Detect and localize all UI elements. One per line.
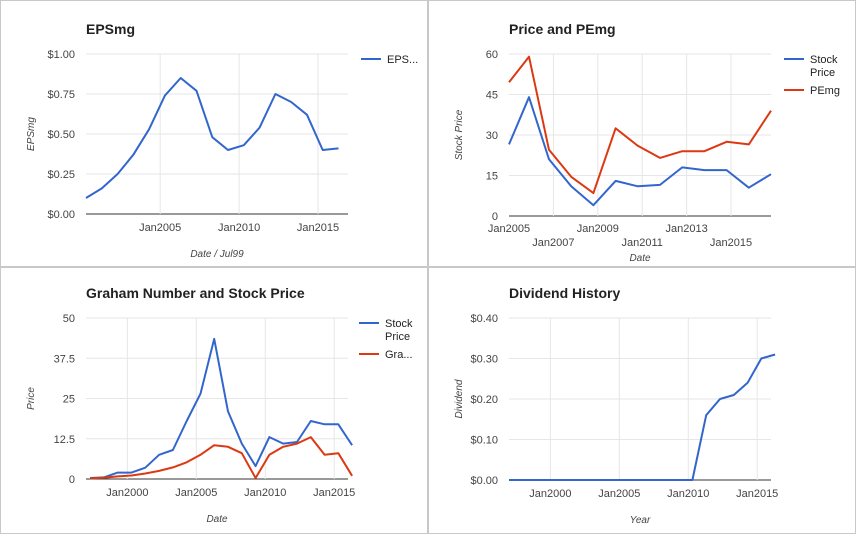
y-tick-label: $0.30: [470, 354, 498, 366]
x-tick-label: Jan2015: [710, 237, 752, 249]
chart-svg: Price and PEmg604530150Jan2005Jan2007Jan…: [454, 21, 840, 264]
chart-panel-price-pemg: Price and PEmg 60 45 30 15 0 Jan2005 Jan2007 Jan…: [428, 0, 856, 267]
series-line-secondary: [508, 55, 772, 195]
x-axis-title: Date / Jul99: [190, 249, 244, 260]
legend-label: EPS...: [387, 54, 418, 66]
x-axis-title: Date: [206, 514, 228, 525]
chart-svg: EPSmg $1.00 $0.75 $0.50 $0.25 $0.00 Jan2005 Jan…: [26, 21, 418, 260]
chart-title: EPSmg: [86, 21, 135, 37]
x-tick-label: Jan2005: [488, 223, 530, 235]
chart-title: Price and PEmg: [509, 21, 616, 37]
chart-panel-graham-number: Graham Number and Stock Price 50 37.5 25 12.…: [0, 267, 428, 534]
x-tick-label: Jan2010: [667, 488, 709, 500]
y-tick-label: 0: [69, 474, 75, 486]
x-tick-label: Jan2005: [139, 222, 181, 234]
y-tick-label: $0.40: [470, 313, 498, 325]
y-tick-label: 12.5: [54, 434, 75, 446]
x-tick-label: Jan2005: [598, 488, 640, 500]
series-line-primary: [508, 96, 772, 207]
legend-label: Gra...: [385, 349, 413, 361]
chart-svg: Dividend History $0.40 $0.30 $0.20 $0.10 $0.0…: [454, 285, 778, 526]
legend-label: Stock Price: [385, 318, 413, 343]
x-tick-label: Jan2015: [313, 487, 355, 499]
chart-panel-epsmg: EPSmg $1.00 $0.75 $0.50 $0.25 $0.00 Jan2005 Jan…: [0, 0, 428, 267]
y-tick-label: $0.25: [47, 169, 75, 181]
y-axis-title: EPSmg: [26, 117, 37, 151]
y-tick-label: 30: [486, 130, 498, 142]
y-tick-label: $0.20: [470, 394, 498, 406]
y-tick-label: 45: [486, 90, 498, 102]
x-tick-label: Jan2010: [218, 222, 260, 234]
series-line-primary: [90, 337, 353, 479]
y-axis-title: Dividend: [454, 379, 465, 418]
y-tick-label: 25: [63, 394, 75, 406]
y-tick-label: $0.75: [47, 89, 75, 101]
y-axis-title: Price: [26, 387, 37, 410]
series-line-primary: [509, 353, 776, 481]
x-tick-label: Jan2013: [666, 223, 708, 235]
y-tick-label: $0.00: [47, 209, 75, 221]
series-line-secondary: [90, 436, 353, 480]
y-tick-label: $0.10: [470, 435, 498, 447]
legend-label: PEmg: [810, 85, 840, 97]
y-tick-label: $1.00: [47, 49, 75, 61]
x-tick-label: Jan2007: [532, 237, 574, 249]
series-line-primary: [85, 77, 339, 199]
y-axis-title: Stock Price: [454, 109, 465, 160]
y-tick-label: 0: [492, 211, 498, 223]
y-tick-label: 60: [486, 49, 498, 61]
x-axis-title: Date: [629, 253, 651, 264]
x-tick-label: Jan2011: [622, 237, 663, 249]
x-tick-label: Jan2009: [577, 223, 619, 235]
y-tick-label: $0.50: [47, 129, 75, 141]
x-axis-title: Year: [630, 515, 651, 526]
y-tick-label: 50: [63, 313, 75, 325]
x-tick-label: Jan2000: [106, 487, 148, 499]
x-tick-label: Jan2005: [175, 487, 217, 499]
chart-panel-dividend-history: Dividend History $0.40 $0.30 $0.20 $0.10 $0.0…: [428, 267, 856, 534]
y-tick-label: $0.00: [470, 475, 498, 487]
chart-title: Dividend History: [509, 285, 620, 301]
x-tick-label: Jan2010: [244, 487, 286, 499]
x-tick-label: Jan2000: [529, 488, 571, 500]
chart-title: Graham Number and Stock Price: [86, 285, 305, 301]
x-tick-label: Jan2015: [736, 488, 778, 500]
y-tick-label: 37.5: [54, 353, 75, 365]
y-tick-label: 15: [486, 171, 498, 183]
legend-label: Stock Price: [810, 54, 838, 79]
x-tick-label: Jan2015: [297, 222, 339, 234]
chart-svg: Graham Number and Stock Price 50 37.5 25 12.…: [26, 285, 413, 525]
